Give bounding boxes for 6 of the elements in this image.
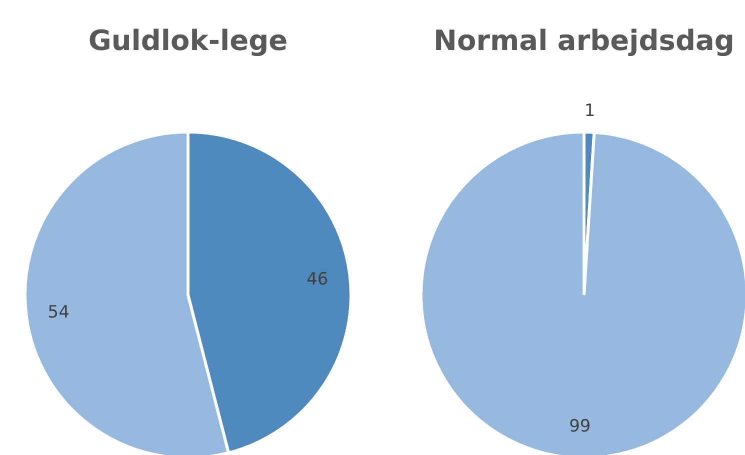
data-label: 99 [569, 416, 591, 436]
chart-title: Normal arbejdsdag [434, 24, 734, 57]
data-label: 1 [584, 101, 596, 122]
data-label: 54 [48, 302, 70, 322]
chart-title: Guldlok-lege [88, 24, 288, 57]
data-label: 46 [306, 270, 328, 290]
